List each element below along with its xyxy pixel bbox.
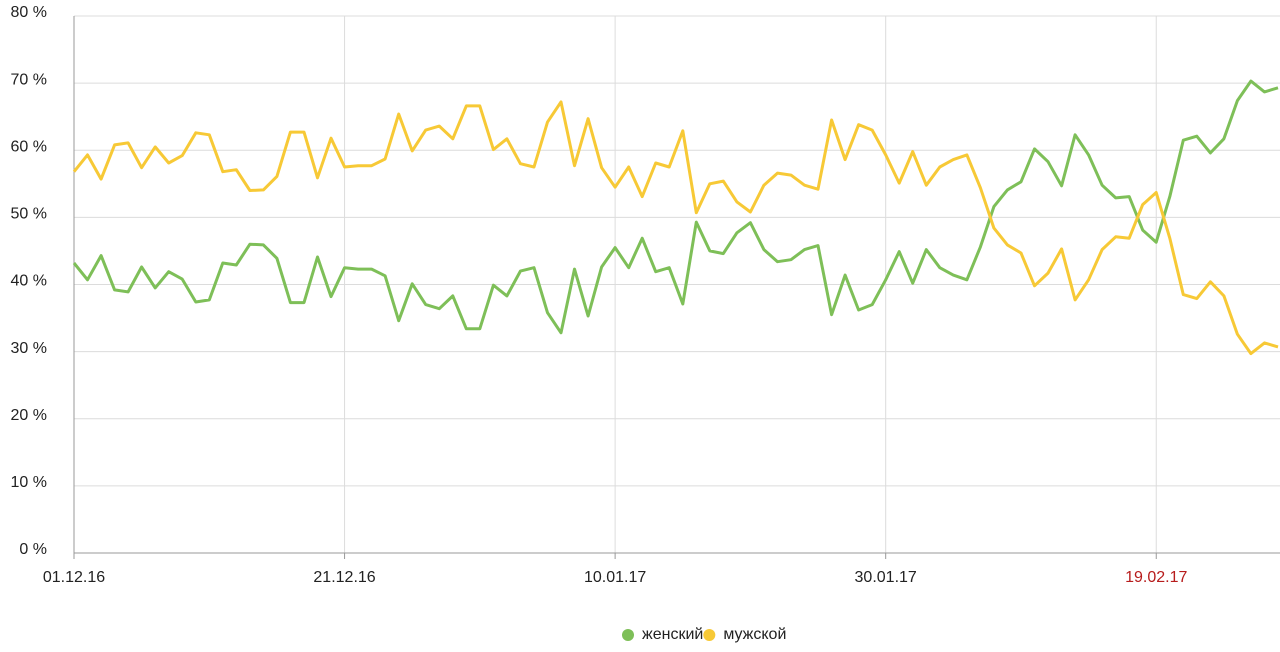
y-tick-label: 50 % <box>11 206 47 223</box>
x-tick-label: 10.01.17 <box>584 569 646 586</box>
y-tick-label: 60 % <box>11 138 47 155</box>
y-tick-label: 30 % <box>11 340 47 357</box>
y-tick-label: 70 % <box>11 71 47 88</box>
series-line <box>72 100 1279 356</box>
x-tick-label: 19.02.17 <box>1125 569 1187 586</box>
y-tick-label: 40 % <box>11 273 47 290</box>
y-tick-label: 10 % <box>11 474 47 491</box>
x-tick-label: 01.12.16 <box>43 569 105 586</box>
y-tick-label: 0 % <box>19 541 47 558</box>
x-tick-label: 21.12.16 <box>313 569 375 586</box>
series-line <box>72 79 1279 335</box>
legend-label: женский <box>642 626 703 643</box>
legend-label: мужской <box>723 626 786 643</box>
legend-marker <box>622 629 634 641</box>
x-tick-label: 30.01.17 <box>855 569 917 586</box>
legend-marker <box>703 629 716 641</box>
y-tick-label: 20 % <box>11 407 47 424</box>
y-tick-label: 80 % <box>11 4 47 21</box>
